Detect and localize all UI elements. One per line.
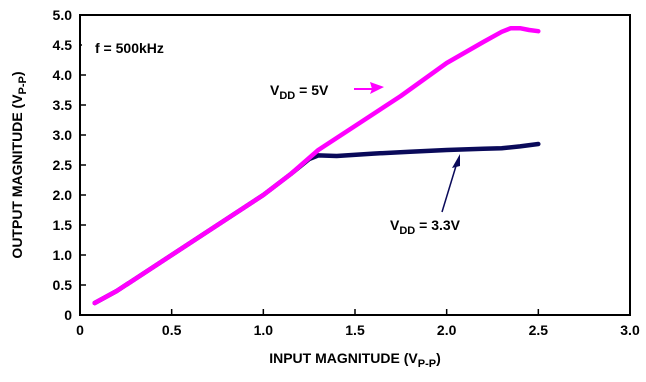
y-tick-label: 1.0 bbox=[53, 247, 73, 263]
y-axis-title: OUTPUT MAGNITUDE (VP-P) bbox=[9, 71, 29, 258]
vdd-33v-leader bbox=[441, 165, 457, 213]
x-axis-title: INPUT MAGNITUDE (VP-P) bbox=[269, 350, 441, 370]
vdd-5v-label: VDD = 5V bbox=[270, 82, 329, 102]
y-tick-label: 1.5 bbox=[53, 217, 73, 233]
series-line-vdd-5v bbox=[92, 25, 541, 306]
frequency-annotation: f = 500kHz bbox=[82, 35, 198, 61]
x-tick-label: 1.0 bbox=[254, 322, 274, 338]
vdd-33v-label: VDD = 3.3V bbox=[390, 217, 461, 237]
y-tick-label: 2.0 bbox=[53, 187, 73, 203]
y-tick-label: 3.5 bbox=[53, 97, 73, 113]
vdd-33v-arrowhead bbox=[452, 154, 460, 168]
y-tick-label: 2.5 bbox=[53, 157, 73, 173]
x-tick-label: 3.0 bbox=[620, 322, 640, 338]
y-tick-label: 4.5 bbox=[53, 37, 73, 53]
y-tick-label: 0 bbox=[64, 307, 72, 323]
vdd-5v-arrowhead bbox=[370, 82, 384, 94]
series-layer bbox=[92, 25, 541, 306]
vdd-33v-annotation: VDD = 3.3V bbox=[375, 154, 515, 240]
x-tick-label: 0.5 bbox=[162, 322, 182, 338]
x-tick-label: 0 bbox=[76, 322, 84, 338]
x-tick-label: 2.5 bbox=[529, 322, 549, 338]
y-tick-label: 0.5 bbox=[53, 277, 73, 293]
x-tick-label: 1.5 bbox=[345, 322, 365, 338]
y-tick-label: 3.0 bbox=[53, 127, 73, 143]
plot-area-frame bbox=[79, 14, 631, 316]
ticks-layer: 0 0.5 1.0 1.5 2.0 2.5 3.0 0 0.5 1.0 1.5 2.0 2.5 3.0 3.… bbox=[53, 7, 640, 338]
frequency-label: f = 500kHz bbox=[95, 40, 164, 56]
x-tick-label: 2.0 bbox=[437, 322, 457, 338]
y-tick-label: 4.0 bbox=[53, 67, 73, 83]
vdd-5v-annotation: VDD = 5V bbox=[270, 82, 384, 102]
y-tick-label: 5.0 bbox=[53, 7, 73, 23]
